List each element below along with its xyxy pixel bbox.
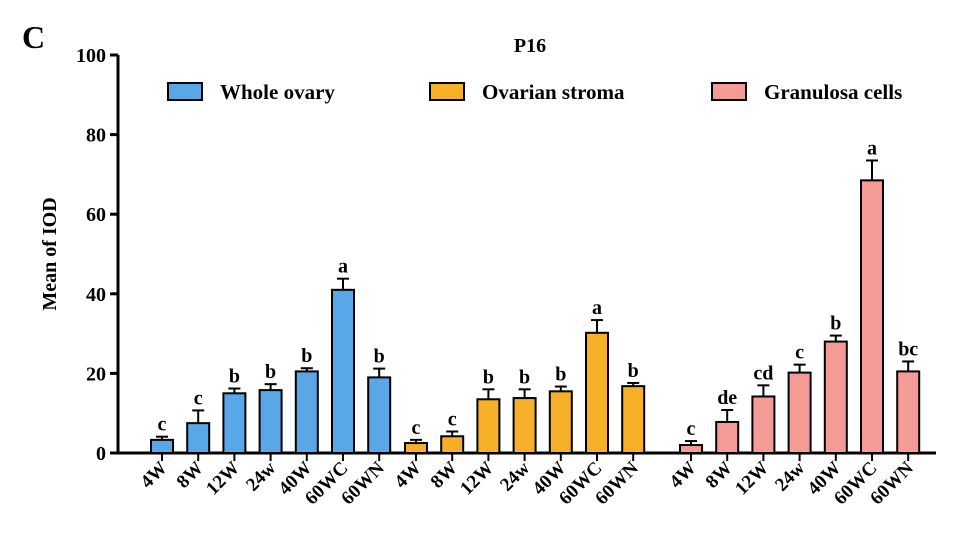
bar <box>512 397 537 454</box>
y-tick-label: 20 <box>86 363 106 385</box>
legend-label: Whole ovary <box>220 80 335 104</box>
legend-swatch <box>429 82 465 101</box>
bar <box>787 371 812 455</box>
legend-label: Granulosa cells <box>764 80 902 104</box>
significance-letter: a <box>592 297 602 319</box>
bar <box>331 288 355 454</box>
significance-letter: b <box>483 366 494 388</box>
legend-swatch <box>167 82 203 101</box>
x-tick-label: 12W <box>202 458 244 500</box>
significance-letter: de <box>717 387 737 409</box>
bar <box>440 435 465 454</box>
x-tick-label: 8W <box>427 458 462 493</box>
x-tick-label: 24w <box>496 457 534 495</box>
bar <box>186 422 211 454</box>
bar <box>222 392 247 454</box>
x-tick-label: 8W <box>702 458 737 493</box>
bar <box>367 376 392 455</box>
significance-letter: b <box>301 345 312 367</box>
significance-letter: b <box>374 346 385 368</box>
y-tick-label: 40 <box>86 284 106 306</box>
significance-letter: c <box>194 387 203 409</box>
x-tick-label: 24w <box>771 457 809 495</box>
significance-letter: bc <box>898 338 918 360</box>
significance-letter: c <box>687 418 696 440</box>
significance-letter: cd <box>753 362 773 384</box>
y-tick-label: 100 <box>76 45 106 67</box>
x-tick-label: 4W <box>391 458 426 493</box>
significance-letter: b <box>830 313 841 335</box>
significance-letter: b <box>628 360 639 382</box>
bar <box>548 390 573 454</box>
x-tick-label: 8W <box>173 458 208 493</box>
significance-letter: b <box>555 364 566 386</box>
y-axis-label: Mean of IOD <box>39 197 61 310</box>
legend-label: Ovarian stroma <box>482 80 625 104</box>
significance-letter: c <box>412 417 421 439</box>
chart-title: P16 <box>514 35 546 57</box>
x-tick-label: 4W <box>666 458 701 493</box>
significance-letter: c <box>795 342 804 364</box>
significance-letter: a <box>338 256 348 278</box>
x-tick-label: 12W <box>731 458 773 500</box>
bar <box>621 385 646 454</box>
significance-letter: c <box>448 409 457 431</box>
bar <box>294 370 319 454</box>
bar <box>896 370 921 454</box>
legend-swatch <box>711 82 747 101</box>
bar <box>679 444 703 455</box>
bar <box>860 179 884 454</box>
y-tick-label: 0 <box>96 443 106 465</box>
bar <box>404 442 428 454</box>
significance-letter: b <box>229 366 240 388</box>
bar <box>751 395 776 455</box>
significance-letter: a <box>867 137 877 159</box>
x-tick-label: 4W <box>137 458 172 493</box>
bar <box>585 331 609 454</box>
x-tick-label: 24w <box>242 457 280 495</box>
bar <box>150 438 174 454</box>
panel-label: C <box>22 19 45 55</box>
y-tick-label: 60 <box>86 204 106 226</box>
bar <box>715 420 740 454</box>
bar <box>476 398 501 454</box>
significance-letter: b <box>265 361 276 383</box>
significance-letter: c <box>158 414 167 436</box>
x-tick-label: 12W <box>456 458 498 500</box>
significance-letter: b <box>519 366 530 388</box>
bar <box>258 389 283 454</box>
y-tick-label: 80 <box>86 125 106 147</box>
bar <box>823 340 848 454</box>
